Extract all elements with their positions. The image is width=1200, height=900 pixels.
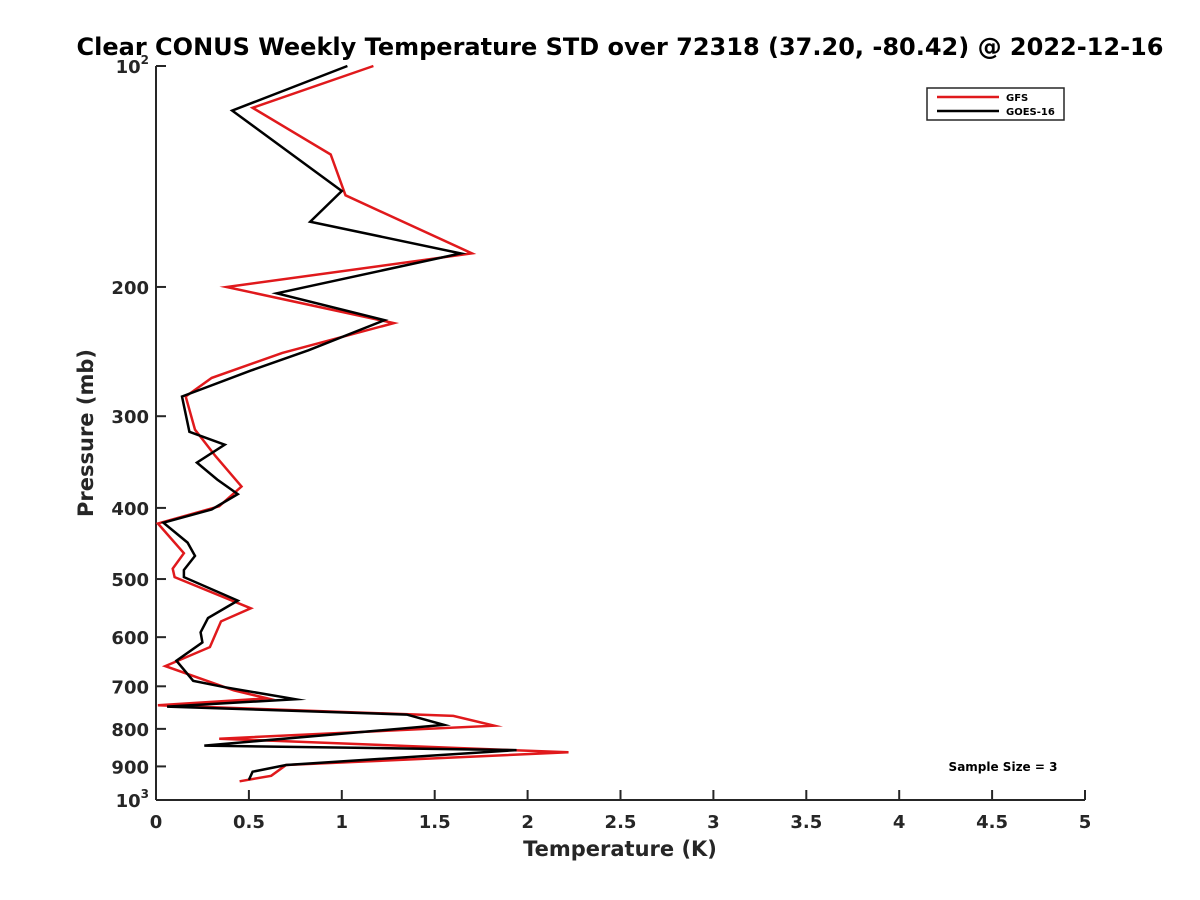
y-tick-label: 400 [111, 499, 149, 520]
x-axis-label: Temperature (K) [523, 837, 717, 861]
x-tick-label: 3 [707, 812, 720, 833]
x-tick-label: 0 [150, 812, 163, 833]
x-tick-label: 5 [1079, 812, 1092, 833]
y-tick-label: 800 [111, 720, 149, 741]
y-axis-label: Pressure (mb) [74, 349, 98, 517]
y-tick-label: 103 [116, 787, 149, 812]
plot-axes: 0 0.5 1 1.5 2 2.5 3 3.5 4 4.5 5 102 200 300 400 500 600 7… [111, 53, 1091, 833]
x-tick-label: 4.5 [976, 812, 1008, 833]
y-tick-label: 102 [116, 53, 149, 78]
legend-label: GOES-16 [1006, 107, 1055, 118]
x-tick-label: 2.5 [605, 812, 637, 833]
x-tick-label: 2 [521, 812, 534, 833]
legend-box [926, 87, 1065, 121]
legend-label: GFS [1006, 93, 1028, 104]
y-tick-label: 600 [111, 628, 149, 649]
y-tick-label: 700 [111, 677, 149, 698]
series-line-goes-16 [160, 64, 517, 781]
y-tick-label: 500 [111, 570, 149, 591]
x-tick-label: 4 [893, 812, 906, 833]
y-tick-label: 300 [111, 407, 149, 428]
y-tick-label: 200 [111, 278, 149, 299]
plot-series [155, 64, 569, 783]
legend: GFS GOES-16 [926, 87, 1065, 121]
x-tick-label: 1.5 [419, 812, 451, 833]
series-line-gfs [155, 64, 569, 783]
y-tick-label: 900 [111, 757, 149, 778]
x-tick-label: 3.5 [790, 812, 822, 833]
sample-size-annotation: Sample Size = 3 [949, 760, 1058, 774]
chart-title: Clear CONUS Weekly Temperature STD over … [77, 33, 1164, 61]
x-tick-label: 1 [336, 812, 349, 833]
x-tick-label: 0.5 [233, 812, 265, 833]
